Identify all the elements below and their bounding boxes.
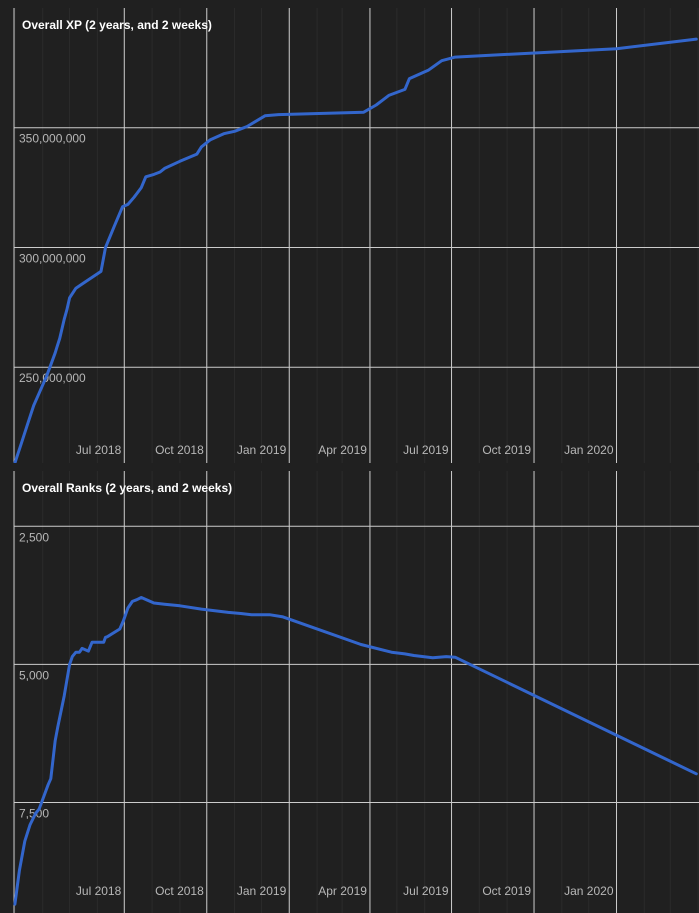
series-line <box>13 37 698 463</box>
x-tick-label: Apr 2019 <box>318 443 367 457</box>
series-line <box>13 596 698 906</box>
y-tick-label: 5,000 <box>19 668 49 682</box>
x-tick-label: Jul 2018 <box>76 884 122 898</box>
x-tick-label: Jul 2019 <box>403 884 449 898</box>
x-tick-label: Oct 2018 <box>155 884 204 898</box>
y-tick-label: 2,500 <box>19 530 49 544</box>
x-tick-label: Oct 2019 <box>482 443 531 457</box>
y-tick-label: 350,000,000 <box>19 132 86 146</box>
plot-background <box>0 463 699 913</box>
x-tick-label: Jul 2018 <box>76 443 122 457</box>
ranks-chart-panel: 2,500 5,000 7,500 Jul 2018 Oct 2018 Jan 2019 A… <box>0 463 699 913</box>
xp-chart: 250,000,000 300,000,000 350,000,000 Jul 201… <box>0 0 699 463</box>
x-tick-label: Jul 2019 <box>403 443 449 457</box>
xp-chart-panel: 250,000,000 300,000,000 350,000,000 Jul 201… <box>0 0 699 463</box>
ranks-chart-title: Overall Ranks (2 years, and 2 weeks) <box>22 481 233 495</box>
plot-background <box>0 0 699 463</box>
x-tick-label: Oct 2018 <box>155 443 204 457</box>
x-tick-label: Jan 2020 <box>564 884 614 898</box>
x-tick-label: Jan 2019 <box>237 443 287 457</box>
y-tick-label: 300,000,000 <box>19 251 86 265</box>
x-tick-label: Apr 2019 <box>318 884 367 898</box>
x-tick-label: Oct 2019 <box>482 884 531 898</box>
y-tick-label: 250,000,000 <box>19 371 86 385</box>
x-tick-label: Jan 2020 <box>564 443 614 457</box>
x-tick-label: Jan 2019 <box>237 884 287 898</box>
xp-chart-title: Overall XP (2 years, and 2 weeks) <box>22 18 212 32</box>
